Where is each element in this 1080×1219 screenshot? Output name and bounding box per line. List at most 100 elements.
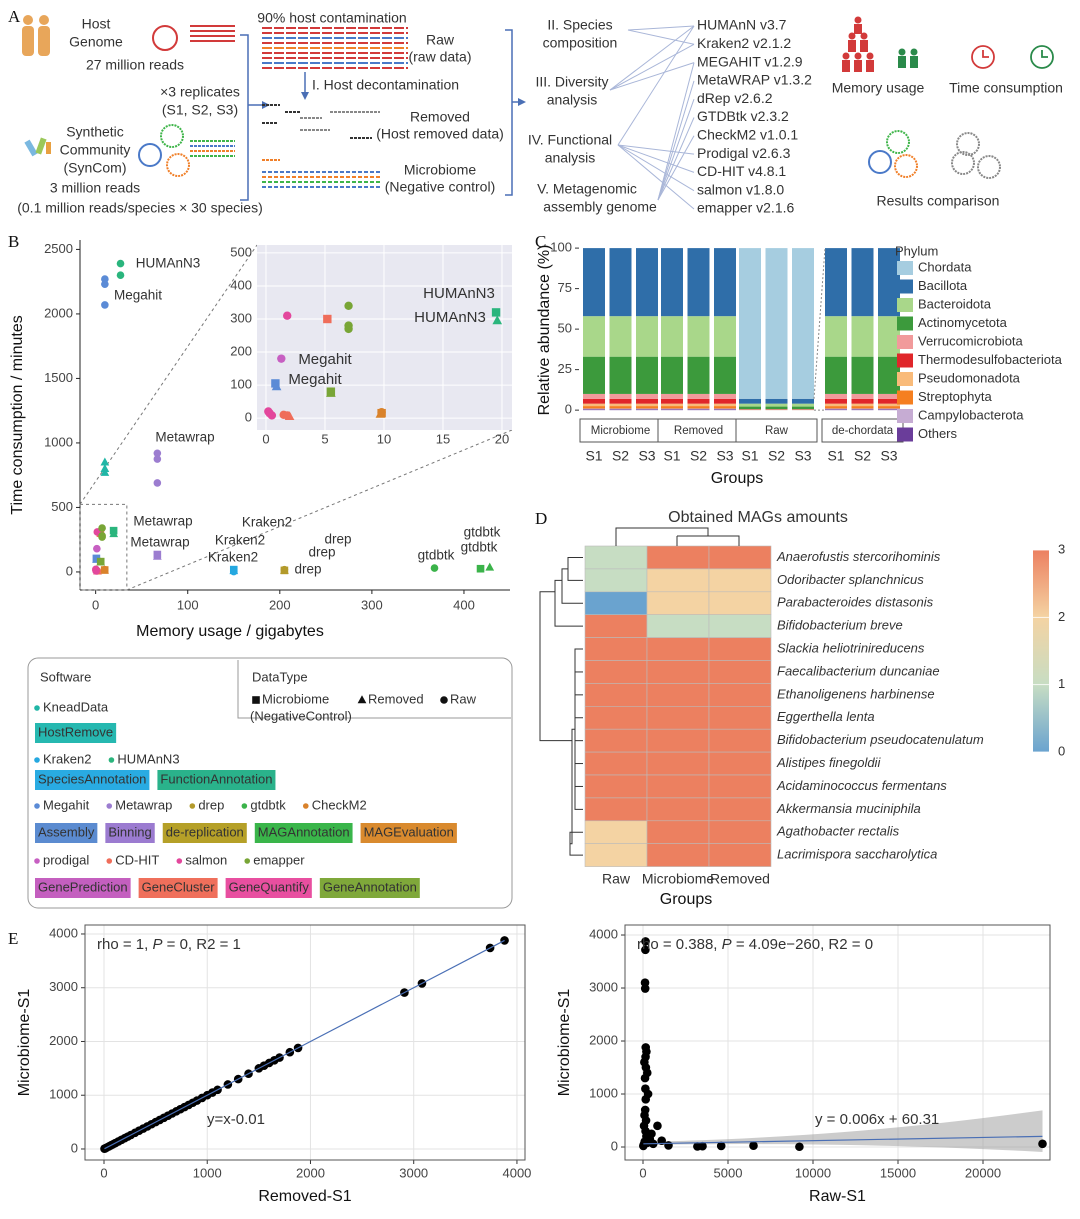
bar-segment xyxy=(878,398,900,404)
bar-segment xyxy=(583,248,605,317)
row-label: Faecalibacterium duncaniae xyxy=(777,663,940,678)
legend-swatch xyxy=(34,705,40,711)
point xyxy=(657,1136,667,1145)
bar-segment xyxy=(661,356,683,394)
bar-segment xyxy=(609,409,632,411)
heatmap-cell xyxy=(646,660,710,684)
connector xyxy=(609,43,695,91)
legend-category-label: GeneAnnotation xyxy=(323,879,417,894)
colorbar-label: 0 xyxy=(1058,743,1065,758)
x-tick-label: S2 xyxy=(690,448,707,464)
y-tick-label: 3000 xyxy=(589,979,618,994)
y-tick-label: 1000 xyxy=(44,434,73,449)
bar-segment xyxy=(792,406,814,410)
bar-segment xyxy=(661,248,683,317)
legend-label: Thermodesulfobacteriota xyxy=(918,352,1063,367)
connector xyxy=(627,29,695,45)
bar-segment xyxy=(739,406,761,410)
x-tick-label: 15000 xyxy=(880,1165,916,1180)
legend-category xyxy=(138,878,218,898)
point-annotation: Kraken2 xyxy=(208,550,258,565)
bar-segment xyxy=(765,398,788,404)
point xyxy=(280,565,289,574)
heatmap-cell xyxy=(708,660,772,684)
panel-a-text: IV. Functional xyxy=(528,132,612,148)
bar-segment xyxy=(636,403,658,407)
syncom-circle xyxy=(166,153,190,177)
y-tick-label: 3000 xyxy=(49,979,78,994)
bar-segment xyxy=(765,406,788,410)
point xyxy=(100,457,110,466)
point xyxy=(152,551,162,560)
bar-segment xyxy=(714,406,736,409)
bar-segment xyxy=(825,248,847,317)
stats-part: P xyxy=(722,936,732,953)
bar-segment xyxy=(851,408,874,410)
legend-label: (NegativeControl) xyxy=(250,708,352,723)
heatmap-cell xyxy=(708,820,772,844)
legend-category xyxy=(157,770,276,790)
legend-swatch xyxy=(897,316,913,331)
point-annotation: Metawrap xyxy=(130,535,189,550)
tool-name: CheckM2 v1.0.1 xyxy=(697,127,798,143)
connector xyxy=(657,80,695,201)
point-annotation: Kraken2 xyxy=(215,533,265,548)
bar-segment xyxy=(878,316,900,357)
syncom-circle xyxy=(160,124,184,148)
bar-segment xyxy=(851,409,874,411)
point-annotation: drep xyxy=(324,532,351,547)
connector xyxy=(617,25,695,146)
y-tick-label: 25 xyxy=(558,361,572,376)
point xyxy=(116,271,125,280)
y-tick-label: 300 xyxy=(230,310,252,325)
connector xyxy=(609,25,695,91)
point xyxy=(492,315,503,325)
connector xyxy=(617,144,695,173)
bar-segment xyxy=(661,409,683,411)
panel-a-text: Synthetic xyxy=(66,124,124,140)
legend-category-label: GenePrediction xyxy=(38,879,128,894)
panel-a-text: (SynCom) xyxy=(63,160,126,176)
panel-label: E xyxy=(8,929,18,948)
point xyxy=(640,1110,649,1120)
connector xyxy=(657,117,695,201)
heatmap-cell xyxy=(584,683,648,707)
bar-segment xyxy=(825,356,847,394)
panel-a-text: 3 million reads xyxy=(50,180,140,196)
bar-segment xyxy=(851,316,874,357)
tool-name: MetaWRAP v1.3.2 xyxy=(697,72,812,88)
bar-segment xyxy=(636,356,658,394)
heatmap-cell xyxy=(646,751,710,776)
point xyxy=(323,314,332,324)
bar-segment xyxy=(636,316,658,357)
point-annotation: Metawrap xyxy=(155,430,214,445)
y-tick-label: 500 xyxy=(51,499,73,514)
host-circle xyxy=(152,25,178,51)
heatmap-cell xyxy=(708,705,772,730)
bar-segment xyxy=(583,393,605,399)
bar-segment xyxy=(583,406,605,409)
connector xyxy=(617,144,695,210)
bar-segment xyxy=(851,403,874,407)
y-tick-label: 2000 xyxy=(49,1033,78,1048)
point xyxy=(430,564,439,572)
bar-segment xyxy=(636,408,658,410)
connector xyxy=(657,99,695,201)
panel-a-text: (raw data) xyxy=(408,49,471,65)
row-label: Anaerofustis stercorihominis xyxy=(776,549,941,564)
legend-label: gtdbtk xyxy=(250,797,286,812)
panel-label: A xyxy=(8,7,21,26)
point xyxy=(109,529,119,538)
legend-category xyxy=(35,878,131,898)
heatmap-cell xyxy=(708,797,772,822)
point xyxy=(252,696,260,704)
point xyxy=(344,301,353,310)
point xyxy=(643,1089,653,1099)
tool-name: salmon v1.8.0 xyxy=(697,181,784,197)
heatmap-cell xyxy=(584,728,648,753)
y-tick-label: 1000 xyxy=(589,1085,618,1100)
panel-a-text: Host xyxy=(82,16,111,32)
heatmap-cell xyxy=(646,545,710,570)
point xyxy=(642,1068,652,1078)
heatmap-cell xyxy=(584,591,648,615)
